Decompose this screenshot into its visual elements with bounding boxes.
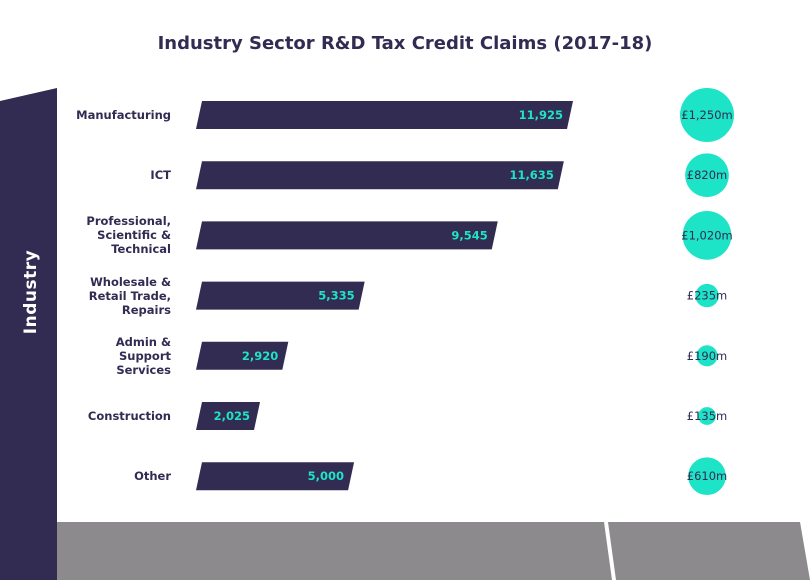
claims-bar xyxy=(196,402,261,430)
category-label: Construction xyxy=(87,409,171,423)
category-label: Professional, Scientific & Technical xyxy=(86,214,171,257)
amount-value-label: £190m xyxy=(687,349,727,363)
category-label: Admin & Support Services xyxy=(115,334,171,377)
x-axis-label-amount: Amount Claimed xyxy=(628,21,786,41)
category-label: Wholesale & Retail Trade, Repairs xyxy=(88,274,171,317)
x-axis-label-claims: Number of Claims xyxy=(301,21,473,41)
claims-bar xyxy=(196,221,498,250)
amount-bubble xyxy=(682,211,732,260)
claims-value-label: 9,545 xyxy=(451,228,487,242)
amount-value-label: £1,020m xyxy=(681,228,732,242)
amount-value-label: £610m xyxy=(687,469,727,483)
claims-value-label: 2,920 xyxy=(242,349,278,363)
amount-bubble xyxy=(698,407,716,425)
category-label: Manufacturing xyxy=(76,108,171,122)
industry-axis-band xyxy=(0,88,57,580)
claims-bar xyxy=(196,462,355,491)
claims-bar xyxy=(196,161,564,190)
claims-bar xyxy=(196,281,365,310)
amount-bubble xyxy=(680,88,734,142)
claims-bar xyxy=(196,341,289,370)
claims-value-label: 11,925 xyxy=(519,108,563,122)
chart-title: Industry Sector R&D Tax Credit Claims (2… xyxy=(157,33,653,54)
claims-value-label: 2,025 xyxy=(214,409,250,423)
amount-value-label: £1,250m xyxy=(681,108,732,122)
amount-bubble xyxy=(688,457,726,496)
amount-value-label: £135m xyxy=(687,409,727,423)
claims-value-label: 11,635 xyxy=(509,168,553,182)
amount-value-label: £235m xyxy=(687,289,727,303)
amount-bubble xyxy=(685,153,729,198)
category-label: Other xyxy=(134,469,171,484)
claims-value-label: 5,335 xyxy=(318,289,354,303)
claims-value-label: 5,000 xyxy=(308,469,344,483)
claims-bar xyxy=(196,101,573,129)
amount-bubble xyxy=(696,345,718,367)
amount-value-label: £820m xyxy=(687,168,727,182)
category-label: ICT xyxy=(150,168,171,183)
amount-bubble xyxy=(695,283,719,308)
